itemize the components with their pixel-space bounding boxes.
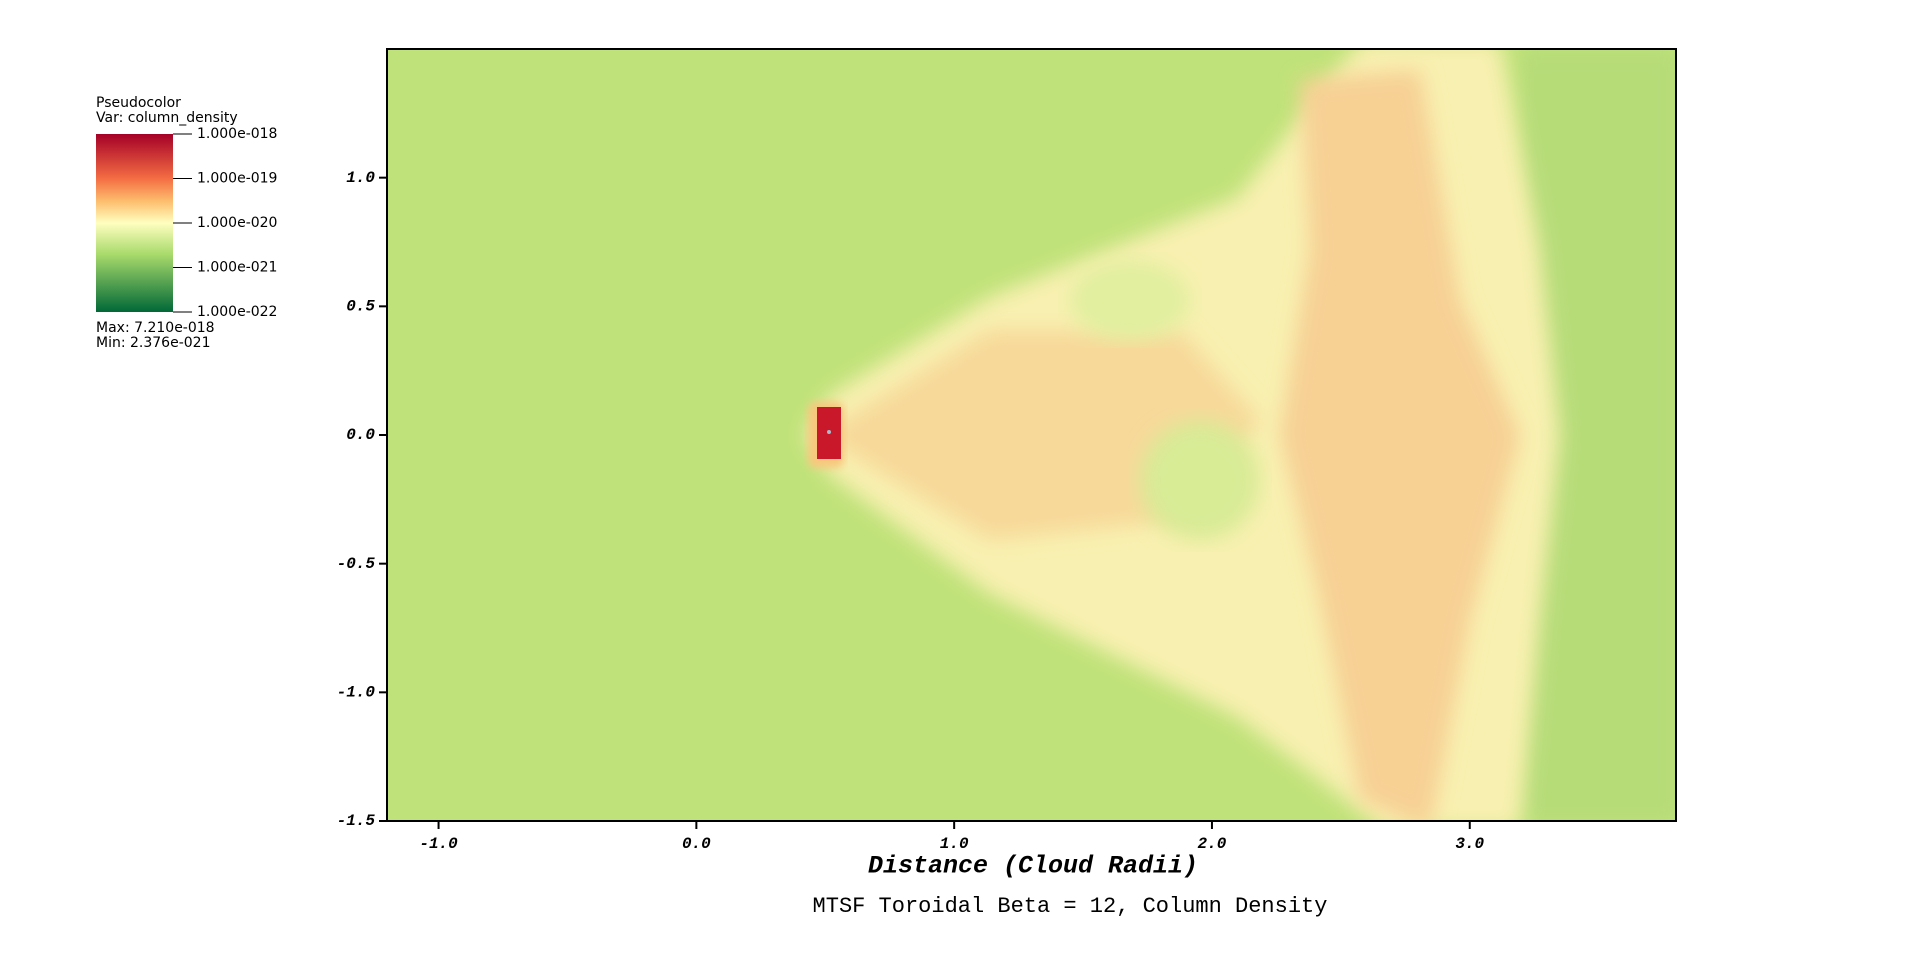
x-tick-label: 2.0 — [1198, 835, 1227, 853]
y-tick-label: -1.0 — [337, 684, 376, 702]
x-axis-label: Distance (Cloud Radii) — [868, 852, 1198, 881]
y-tick-label: 0.5 — [346, 298, 375, 316]
field — [387, 49, 1676, 821]
colorbar-tick-label: 1.000e-021 — [197, 260, 277, 276]
chart-title: MTSF Toroidal Beta = 12, Column Density — [813, 894, 1328, 919]
y-tick-label: 0.0 — [346, 426, 375, 444]
legend-variable: Var: column_density — [96, 110, 238, 126]
x-tick-label: 1.0 — [940, 835, 969, 853]
colorbar — [96, 134, 173, 312]
colorbar-tick-label: 1.000e-018 — [197, 126, 277, 142]
x-tick-label: -1.0 — [419, 835, 458, 853]
colorbar-tick-label: 1.000e-020 — [197, 215, 277, 231]
legend-plot: Pseudocolor — [96, 95, 181, 111]
legend-min: Min: 2.376e-021 — [96, 335, 210, 351]
y-tick-label: -0.5 — [337, 555, 376, 573]
y-tick-label: 1.0 — [346, 169, 375, 187]
y-tick-label: -1.5 — [337, 812, 376, 830]
x-tick-label: 3.0 — [1455, 835, 1484, 853]
colorbar-tick-label: 1.000e-022 — [197, 304, 277, 320]
legend-max: Max: 7.210e-018 — [96, 320, 215, 336]
x-tick-label: 0.0 — [682, 835, 711, 853]
colorbar-tick-label: 1.000e-019 — [197, 171, 277, 187]
